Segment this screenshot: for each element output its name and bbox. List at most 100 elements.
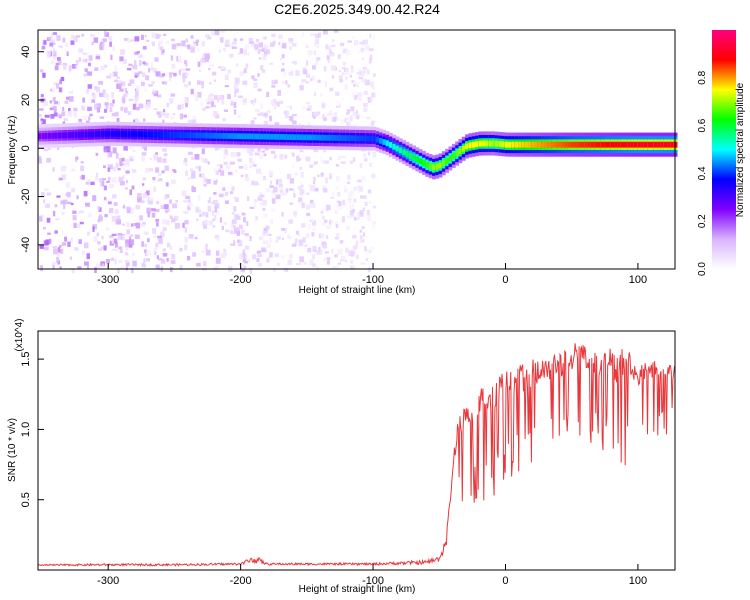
- y-tick-label: 0: [20, 145, 32, 151]
- noise-speckle: [365, 257, 368, 262]
- noise-speckle: [205, 249, 211, 256]
- noise-speckle: [108, 151, 113, 158]
- noise-speckle: [328, 46, 332, 50]
- noise-speckle: [270, 180, 273, 185]
- noise-speckle: [93, 37, 99, 43]
- ridge-cell: [226, 133, 231, 139]
- noise-speckle: [325, 204, 331, 211]
- noise-speckle: [253, 117, 257, 120]
- noise-speckle: [100, 182, 104, 187]
- noise-speckle: [213, 192, 217, 195]
- noise-speckle: [311, 232, 315, 237]
- noise-speckle: [92, 94, 97, 100]
- noise-speckle: [275, 194, 281, 200]
- noise-speckle: [97, 241, 101, 245]
- noise-speckle: [321, 208, 325, 211]
- noise-speckle: [260, 103, 263, 110]
- noise-speckle: [192, 115, 197, 120]
- noise-speckle: [63, 203, 66, 209]
- ridge-cell: [279, 134, 284, 140]
- ridge-cell: [309, 134, 314, 141]
- noise-speckle: [336, 233, 340, 238]
- noise-speckle: [131, 267, 134, 274]
- noise-speckle: [213, 167, 218, 172]
- noise-speckle: [261, 150, 265, 153]
- noise-speckle: [129, 239, 132, 245]
- noise-speckle: [234, 169, 238, 174]
- noise-speckle: [286, 110, 290, 116]
- noise-speckle: [347, 216, 352, 219]
- noise-speckle: [59, 266, 62, 270]
- noise-speckle: [291, 165, 295, 168]
- noise-speckle: [89, 33, 95, 38]
- noise-speckle: [46, 51, 51, 56]
- noise-speckle: [297, 231, 301, 237]
- noise-speckle: [323, 66, 327, 72]
- noise-speckle: [224, 74, 229, 81]
- y-tick-label: -40: [20, 237, 32, 253]
- ridge-cell: [100, 131, 105, 137]
- noise-speckle: [320, 233, 325, 239]
- noise-speckle: [223, 47, 226, 52]
- noise-speckle: [312, 180, 316, 184]
- ridge-cell: [94, 131, 99, 138]
- noise-speckle: [170, 116, 175, 120]
- noise-speckle: [283, 71, 287, 77]
- noise-speckle: [78, 239, 82, 244]
- noise-speckle: [244, 245, 250, 250]
- colorbar-tick-label: 0.8: [697, 70, 708, 84]
- noise-speckle: [164, 165, 169, 171]
- noise-speckle: [363, 107, 368, 112]
- noise-speckle: [53, 248, 58, 255]
- ridge-cell: [574, 141, 579, 148]
- noise-speckle: [173, 72, 177, 77]
- noise-speckle: [41, 214, 44, 218]
- noise-speckle: [141, 224, 145, 228]
- noise-speckle: [113, 202, 118, 206]
- ridge-cell: [432, 164, 436, 171]
- noise-speckle: [257, 254, 262, 257]
- ridge-cell: [398, 147, 403, 154]
- noise-speckle: [183, 84, 188, 88]
- noise-speckle: [60, 76, 65, 82]
- noise-speckle: [111, 239, 114, 244]
- noise-speckle: [242, 147, 247, 152]
- noise-speckle: [218, 95, 223, 99]
- noise-speckle: [175, 200, 178, 203]
- noise-speckle: [234, 77, 240, 84]
- noise-speckle: [56, 257, 59, 263]
- noise-speckle: [372, 86, 375, 90]
- noise-speckle: [305, 102, 311, 105]
- noise-speckle: [265, 233, 270, 237]
- noise-speckle: [195, 206, 200, 213]
- ridge-cell: [322, 134, 327, 141]
- noise-speckle: [152, 228, 157, 234]
- noise-speckle: [216, 237, 220, 242]
- noise-speckle: [313, 176, 316, 182]
- ridge-cell: [524, 141, 529, 148]
- noise-speckle: [212, 211, 215, 216]
- noise-speckle: [113, 238, 118, 244]
- noise-speckle: [358, 186, 363, 192]
- ridge-cell: [663, 141, 668, 148]
- noise-speckle: [171, 253, 176, 260]
- colorbar-tick-label: 0.2: [697, 214, 708, 228]
- noise-speckle: [341, 216, 345, 223]
- x-tick-label: -100: [362, 274, 384, 286]
- noise-speckle: [194, 92, 198, 98]
- noise-speckle: [337, 248, 343, 255]
- noise-speckle: [53, 48, 56, 55]
- ridge-cell: [581, 141, 585, 148]
- noise-speckle: [154, 57, 159, 62]
- noise-speckle: [337, 155, 342, 161]
- noise-speckle: [335, 164, 339, 167]
- ridge-cell: [302, 134, 307, 141]
- noise-speckle: [209, 64, 214, 68]
- noise-speckle: [238, 262, 242, 266]
- noise-speckle: [269, 115, 273, 122]
- noise-speckle: [265, 187, 270, 193]
- noise-speckle: [245, 63, 249, 69]
- noise-speckle: [161, 81, 165, 85]
- noise-speckle: [366, 69, 370, 75]
- noise-speckle: [162, 252, 168, 257]
